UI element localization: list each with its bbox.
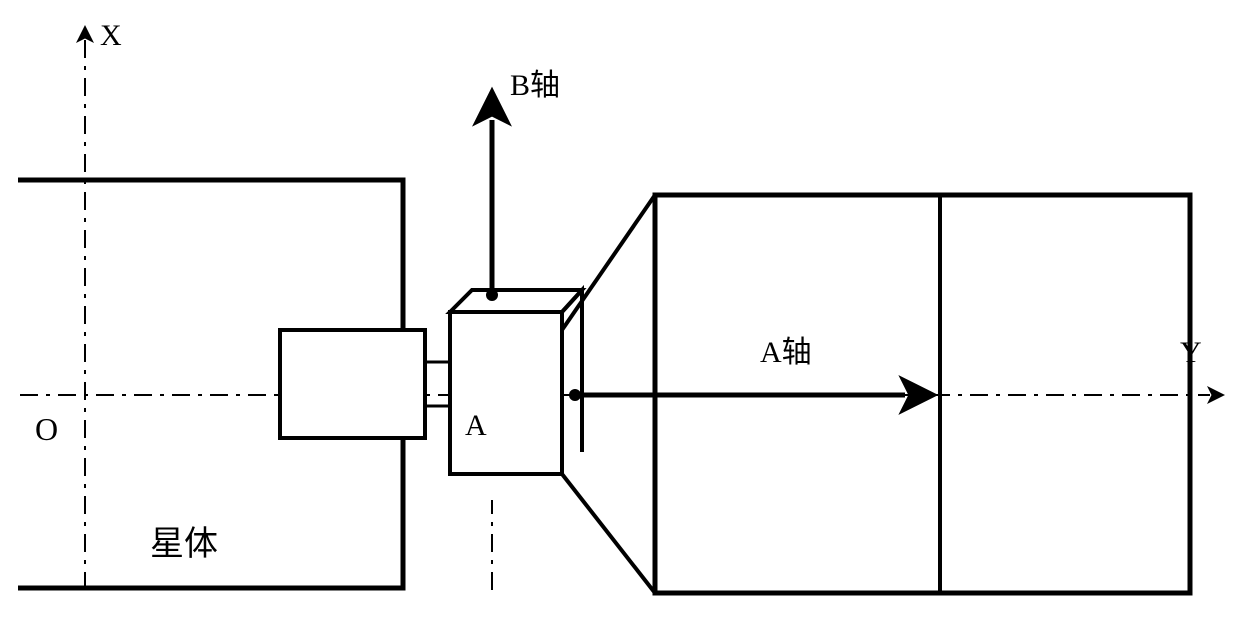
panel-strut-bottom [562,474,655,593]
gimbal-box-top [450,290,582,312]
gimbal-box-front [450,312,562,474]
b-axis-label: B轴 [510,69,560,102]
b-axis-origin-dot [486,289,498,301]
y-axis-label: Y [1180,336,1202,369]
body-label: 星体 [150,526,218,563]
point-a-label: A [465,409,487,442]
a-axis-label: A轴 [760,336,812,369]
x-axis-label: X [100,19,122,52]
joint-block-left [280,330,425,438]
origin-label: O [35,411,58,447]
panel-strut-top [562,195,655,330]
a-axis-origin-dot [569,389,581,401]
satellite-axis-diagram: X B轴 A轴 Y O A 星体 [0,0,1239,642]
